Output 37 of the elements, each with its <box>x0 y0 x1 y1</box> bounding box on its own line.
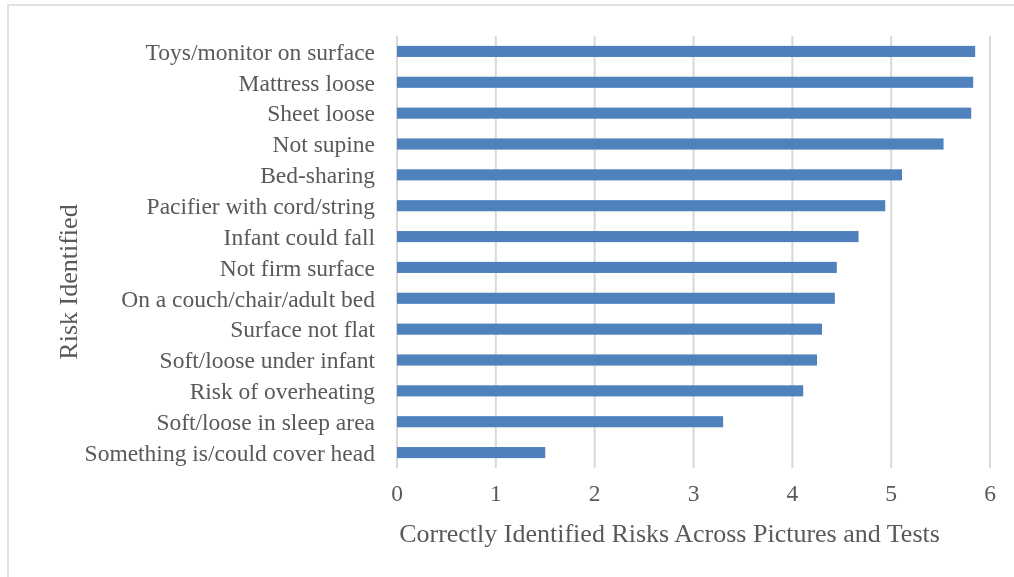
x-tick-label: 5 <box>885 480 898 507</box>
bar <box>397 447 546 459</box>
y-tick-label: On a couch/chair/adult bed <box>121 285 376 312</box>
bar <box>397 323 822 335</box>
bar <box>397 231 859 243</box>
bar <box>397 292 835 304</box>
bar <box>397 385 804 397</box>
x-tick-label: 2 <box>588 480 601 507</box>
y-tick-label: Sheet loose <box>267 100 375 127</box>
y-tick-label: Not supine <box>272 131 375 158</box>
y-tick-label: Soft/loose in sleep area <box>156 408 376 435</box>
x-tick-label: 4 <box>786 480 799 507</box>
bar <box>397 416 724 428</box>
y-tick-label: Surface not flat <box>230 316 376 343</box>
y-tick-label: Infant could fall <box>223 223 376 250</box>
y-tick-label: Mattress loose <box>238 69 375 96</box>
x-axis-title: Correctly Identified Risks Across Pictures and Tests <box>399 519 940 549</box>
y-tick-label: Soft/loose under infant <box>159 347 376 374</box>
y-axis-title: Risk Identified <box>54 204 84 360</box>
bar <box>397 354 818 366</box>
y-tick-label: Risk of overheating <box>189 378 376 405</box>
bar <box>397 169 903 181</box>
bar <box>397 200 886 212</box>
x-tick-label: 3 <box>687 480 700 507</box>
x-tick-label: 0 <box>391 480 403 507</box>
y-tick-label: Not firm surface <box>219 254 375 281</box>
y-tick-label: Toys/monitor on surface <box>145 38 375 65</box>
y-tick-label: Bed-sharing <box>260 162 376 189</box>
bar <box>397 261 837 273</box>
bar <box>397 138 944 150</box>
x-tick-label: 6 <box>984 480 997 507</box>
bar <box>397 45 976 57</box>
y-tick-label: Pacifier with cord/string <box>146 192 376 219</box>
y-tick-label: Something is/could cover head <box>84 439 376 466</box>
x-tick-label: 1 <box>489 480 502 507</box>
bar <box>397 76 974 88</box>
bar <box>397 107 972 119</box>
